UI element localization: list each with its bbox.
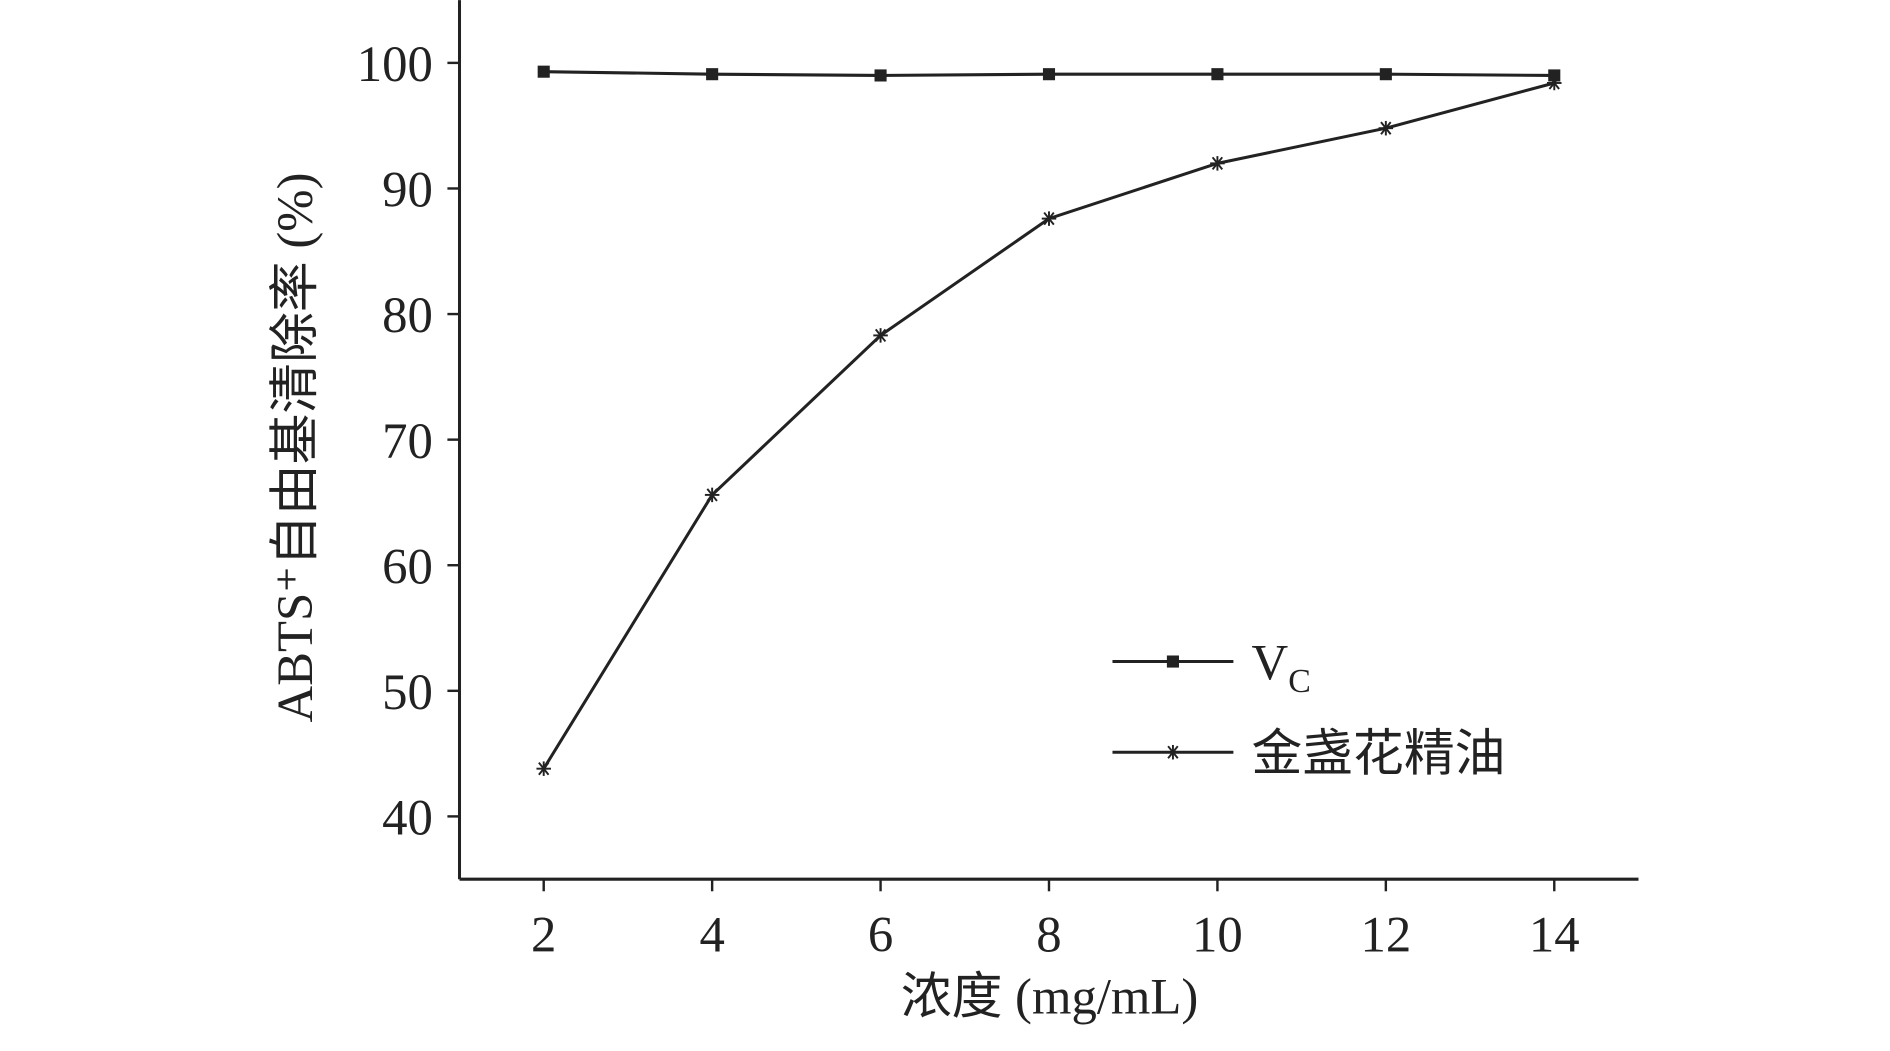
marker — [1042, 68, 1056, 81]
legend-label-main: V — [1252, 635, 1289, 691]
y-tick-label: 90 — [382, 162, 433, 218]
legend-marker — [1165, 744, 1181, 760]
marker — [706, 68, 719, 81]
marker — [1041, 211, 1057, 226]
marker — [873, 328, 888, 343]
x-tick-label: 14 — [1529, 907, 1580, 963]
x-tick-label: 2 — [531, 907, 556, 963]
marker — [1210, 156, 1225, 171]
x-tick-label: 6 — [868, 907, 893, 963]
y-axis-label: ABTS⁺自由基清除率 (%) — [267, 173, 323, 723]
y-tick-label: 60 — [382, 538, 433, 594]
marker — [874, 69, 887, 82]
marker — [1378, 120, 1394, 136]
marker — [537, 65, 550, 78]
legend-marker — [1166, 655, 1179, 668]
legend-label-sub: C — [1288, 663, 1311, 700]
x-axis-label: 浓度 (mg/mL) — [901, 968, 1199, 1024]
y-tick-label: 50 — [382, 664, 433, 720]
y-tick-label: 40 — [382, 790, 433, 846]
marker — [704, 487, 720, 503]
x-tick-label: 4 — [699, 907, 724, 963]
legend-label: 金盏花精油 — [1252, 725, 1506, 781]
marker — [1547, 75, 1562, 91]
marker — [1211, 68, 1224, 81]
marker — [1379, 68, 1392, 81]
y-tick-label: 100 — [357, 36, 433, 92]
x-tick-label: 8 — [1036, 907, 1061, 963]
marker — [536, 761, 551, 776]
y-tick-label: 70 — [382, 413, 433, 469]
y-tick-label: 80 — [382, 287, 433, 343]
series-line — [542, 81, 1555, 770]
x-tick-label: 12 — [1360, 907, 1411, 963]
legend-label: VC — [1252, 635, 1311, 700]
x-tick-label: 10 — [1192, 907, 1243, 963]
